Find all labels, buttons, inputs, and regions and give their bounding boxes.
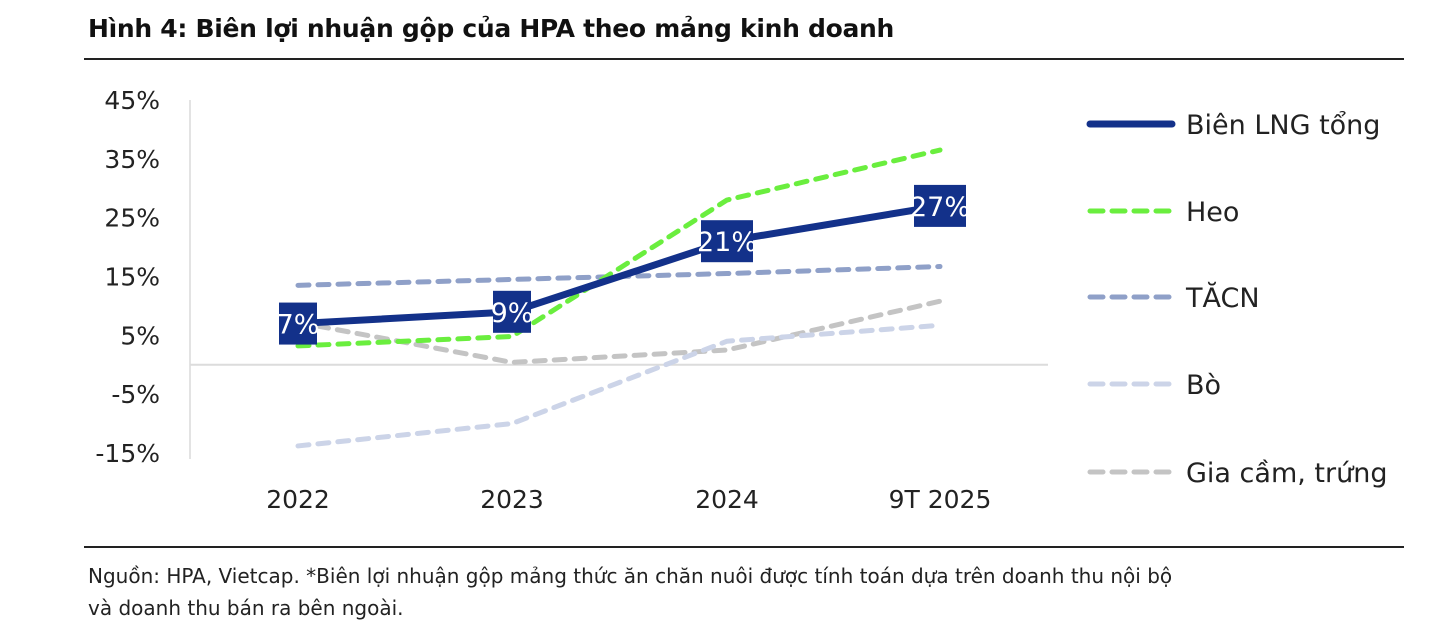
- data-label: 27%: [910, 192, 970, 223]
- y-tick-label: 15%: [104, 263, 160, 292]
- series-line-0: [297, 202, 941, 328]
- data-label-box: [493, 290, 531, 333]
- y-tick-label: 35%: [104, 145, 160, 174]
- legend-label: Bò: [1186, 370, 1221, 401]
- source-note: Nguồn: HPA, Vietcap. *Biên lợi nhuận gộp…: [88, 560, 1408, 624]
- line-chart: 45% 35% 25% 15% 5% -5% -15% 2022 2023 2024 9T 2025…: [95, 86, 1387, 514]
- y-tick-label: -5%: [111, 380, 160, 409]
- data-label-box: [701, 220, 753, 263]
- chart-title: Hình 4: Biên lợi nhuận gộp của HPA theo …: [88, 14, 895, 43]
- y-tick-label: 45%: [104, 86, 160, 115]
- x-tick-label: 9T 2025: [889, 485, 992, 514]
- data-label-box: [914, 184, 966, 227]
- data-label-box: [279, 302, 317, 345]
- legend-label: Gia cầm, trứng: [1186, 458, 1387, 489]
- x-tick-label: 2022: [266, 485, 330, 514]
- source-line-1: Nguồn: HPA, Vietcap. *Biên lợi nhuận gộp…: [88, 564, 1173, 588]
- data-label: 21%: [697, 227, 757, 258]
- data-label: 7%: [277, 310, 320, 341]
- source-rule: [84, 546, 1404, 548]
- y-tick-label: 5%: [120, 321, 160, 350]
- legend-label: Heo: [1186, 197, 1239, 228]
- y-tick-label: 25%: [104, 204, 160, 233]
- series-line-3: [295, 322, 943, 449]
- x-tick-label: 2023: [480, 485, 544, 514]
- title-rule: [84, 58, 1404, 60]
- legend-label: Biên LNG tổng: [1186, 110, 1380, 141]
- legend-label: TĂCN: [1185, 281, 1260, 314]
- x-tick-label: 2024: [695, 485, 759, 514]
- y-tick-label: -15%: [95, 439, 160, 468]
- source-line-2: và doanh thu bán ra bên ngoài.: [88, 596, 404, 620]
- series-line-1: [295, 147, 943, 349]
- data-label: 9%: [491, 298, 534, 329]
